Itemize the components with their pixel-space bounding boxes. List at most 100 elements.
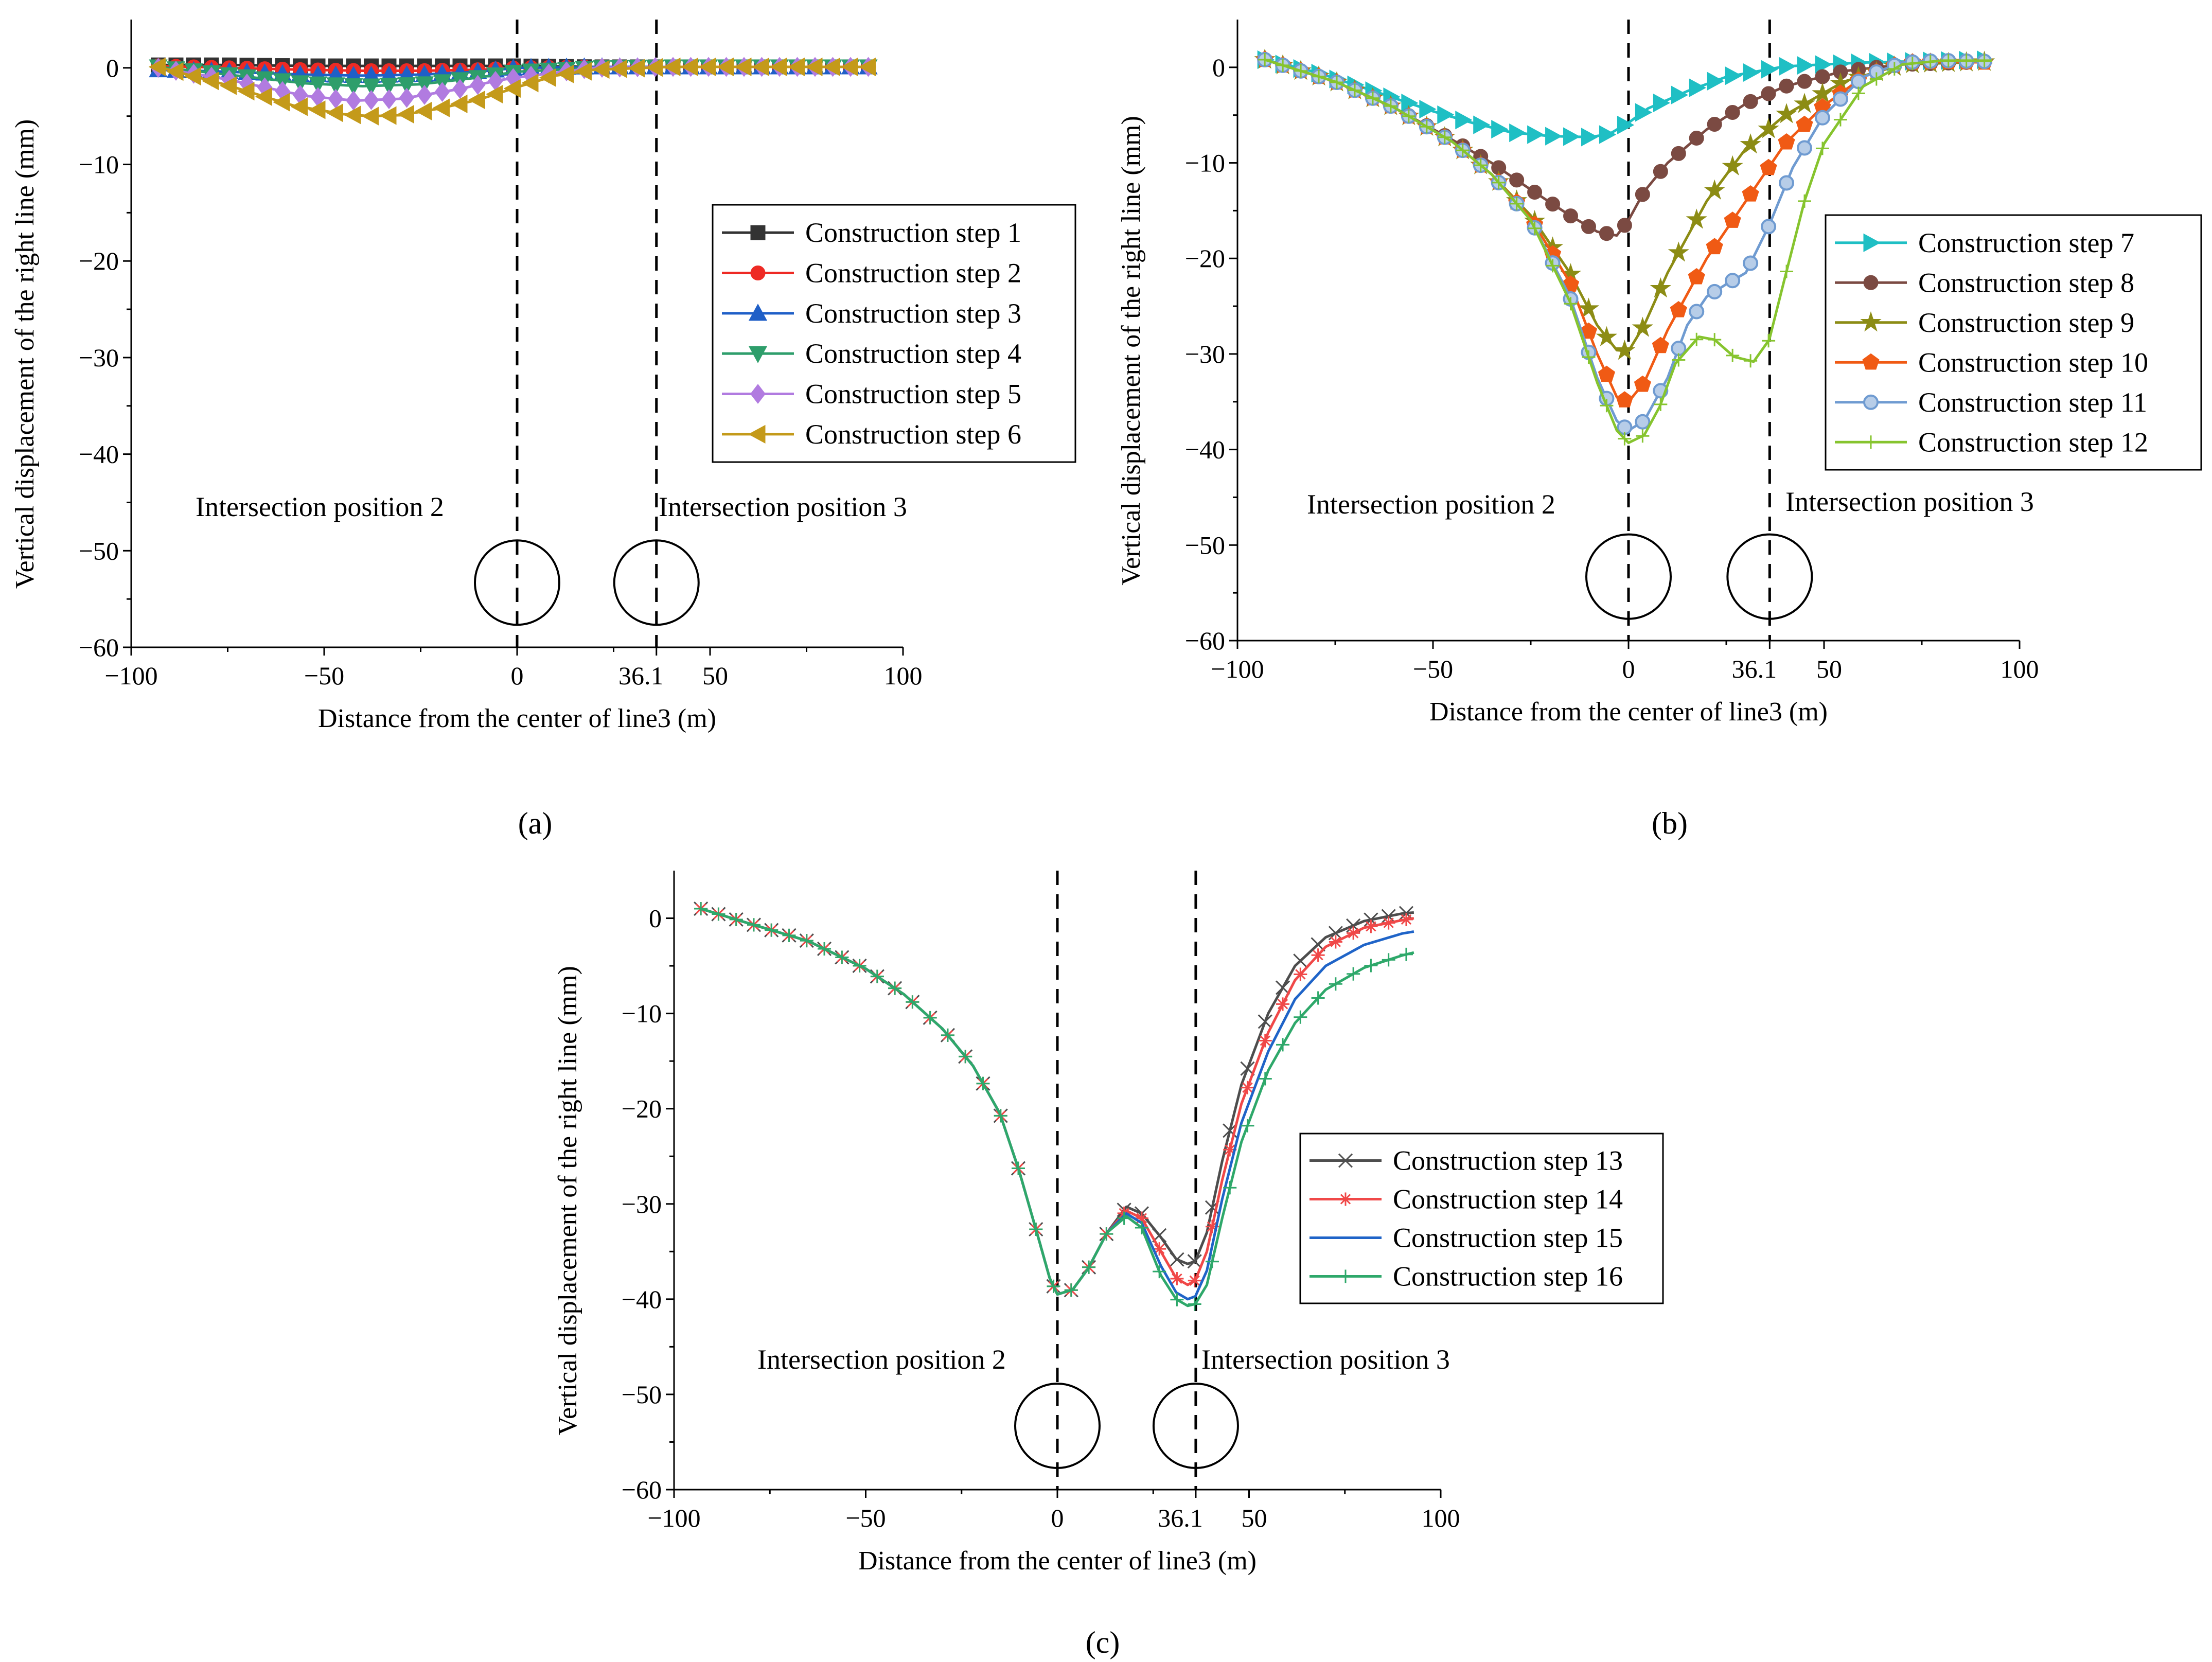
data-point [1724,211,1741,228]
tunnel-circle [1585,533,1672,620]
data-point [800,934,813,948]
data-point [417,85,432,105]
data-point [592,60,610,79]
data-point [1509,172,1525,188]
data-point [1725,66,1742,85]
data-point [1618,432,1632,446]
data-point [1366,91,1379,105]
y-tick-label: 0 [649,904,662,933]
data-point [1652,337,1669,353]
data-point [1276,58,1290,72]
y-tick-label: −20 [622,1094,662,1123]
data-point [1582,350,1596,364]
data-point [308,100,326,119]
x-tick-label: 100 [1422,1504,1460,1532]
y-tick-label: −60 [622,1475,662,1504]
data-point [1742,185,1759,202]
data-point [1722,155,1743,175]
data-point [1294,64,1308,78]
data-point [1632,316,1654,337]
data-point [1887,62,1901,76]
legend-marker [1339,1192,1352,1206]
data-point [1654,397,1668,411]
data-point [1689,304,1705,320]
data-point [1725,273,1741,289]
data-point [1545,127,1563,146]
data-point [610,59,627,78]
legend-marker [1338,1153,1353,1168]
intersection-label-2: Intersection position 2 [1307,489,1555,520]
data-point [1851,86,1865,100]
data-point [1311,991,1325,1005]
data-point [1905,57,1919,70]
data-point [1437,105,1455,125]
legend-entry: Construction step 13 [1393,1145,1623,1176]
data-point [1778,133,1795,150]
legend-entry: Construction step 5 [805,379,1021,410]
data-point [290,97,308,116]
data-point [1797,140,1812,156]
data-point [959,1050,972,1064]
data-point [539,68,556,87]
data-point [1012,1161,1025,1175]
x-tick-label: −100 [1211,655,1264,683]
data-point [1545,197,1561,212]
data-point [381,89,397,110]
x-axis-title: Distance from the center of line3 (m) [1429,697,1828,727]
data-point [1815,142,1829,155]
data-point [346,91,361,111]
data-point [1869,72,1883,86]
data-point [166,62,184,81]
data-point [557,64,574,83]
data-point [628,59,645,78]
data-point [729,912,743,926]
data-point [870,969,884,983]
data-point [450,94,468,114]
data-point [1672,353,1686,367]
data-point [379,78,399,95]
tunnel-circle [613,539,700,626]
legend-entry: Construction step 11 [1918,387,2147,418]
data-point [1815,55,1832,74]
series-2 [1257,52,1992,241]
data-point [1399,913,1413,927]
data-point [1364,920,1378,933]
data-point [858,57,876,77]
data-point [361,107,379,126]
data-point [1635,103,1653,122]
y-tick-label: −10 [79,150,119,179]
data-point [1205,1254,1219,1268]
x-tick-label: 0 [1051,1504,1064,1532]
data-point [1635,414,1651,430]
data-point [1564,297,1578,311]
data-point [1473,115,1491,134]
data-point [1761,86,1776,101]
data-point [1923,55,1937,68]
data-point [1348,83,1361,97]
data-point [1614,340,1636,360]
data-point [1758,118,1779,138]
data-point [1455,111,1473,130]
legend-entry: Construction step 6 [805,419,1021,450]
x-axis-title: Distance from the center of line3 (m) [858,1546,1257,1576]
data-point [1275,980,1290,995]
legend-marker [1862,353,1880,370]
data-point [1941,54,1955,67]
tunnel-circle [1152,1382,1239,1469]
data-point [1329,935,1342,949]
intersection-label-3: Intersection position 3 [1201,1344,1450,1375]
x-tick-label: 50 [1242,1504,1267,1532]
data-point [716,57,734,77]
data-point [1616,391,1633,408]
data-point [1798,194,1811,208]
data-point [1815,69,1830,84]
data-point [1796,115,1813,132]
data-point [1707,117,1722,132]
data-point [734,57,752,77]
data-point [1456,144,1470,157]
data-point [219,76,237,95]
data-point [255,87,272,107]
legend-marker [750,384,766,404]
data-point [1170,1271,1184,1285]
data-point [344,105,361,125]
